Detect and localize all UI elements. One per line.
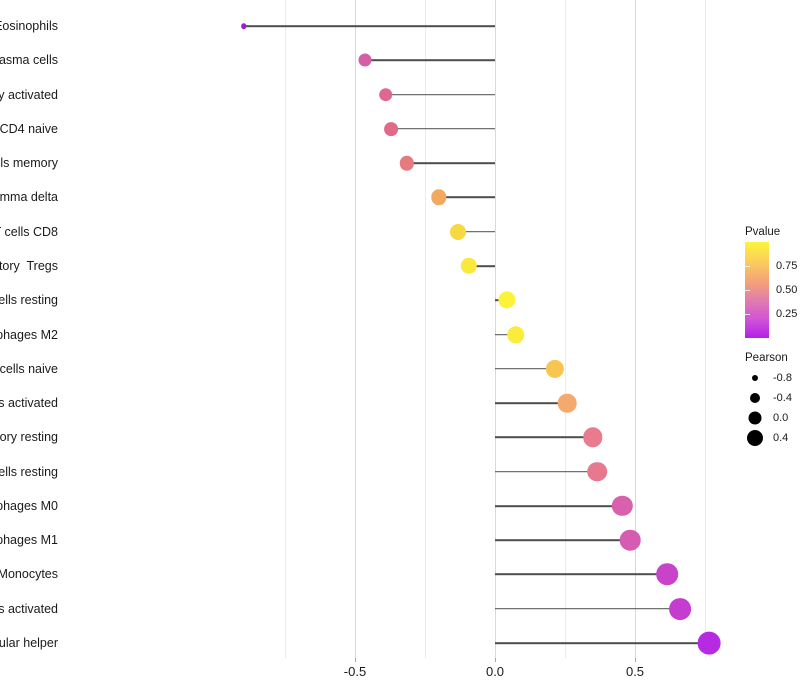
- lollipop-point[interactable]: [557, 393, 577, 413]
- lollipop-point[interactable]: [587, 461, 607, 482]
- pvalue-tick-mark: [745, 290, 750, 291]
- lollipop-point[interactable]: [460, 257, 478, 275]
- lollipop-stem: [243, 25, 495, 27]
- category-label: Macrophages M1: [0, 532, 58, 547]
- lollipop-point[interactable]: [619, 529, 641, 551]
- pearson-legend: Pearson -0.8 -0.4 0.0 0.4: [745, 352, 792, 448]
- category-label: T cells CD4 memory resting: [0, 430, 58, 445]
- category-label: Macrophages M2: [0, 327, 58, 342]
- lollipop-point[interactable]: [450, 223, 467, 240]
- lollipop-stem: [385, 93, 495, 96]
- lollipop-stem: [365, 59, 495, 62]
- lollipop-stem: [495, 607, 681, 610]
- lollipop-stem: [495, 470, 597, 473]
- lollipop-point[interactable]: [611, 495, 633, 517]
- pvalue-tick-mark: [745, 314, 750, 315]
- pearson-legend-dot: [750, 393, 760, 403]
- plot-area: [250, 0, 730, 660]
- lollipop-point[interactable]: [507, 325, 525, 344]
- lollipop-stem: [495, 368, 555, 370]
- gridline-major: [495, 0, 496, 658]
- lollipop-stem: [468, 265, 495, 267]
- lollipop-stem: [495, 505, 623, 507]
- lollipop-point[interactable]: [583, 427, 603, 448]
- x-tick-label: 0.0: [485, 664, 505, 679]
- category-label: B cells naive: [0, 361, 58, 376]
- lollipop-point[interactable]: [384, 121, 399, 136]
- pearson-legend-item: 0.0: [745, 408, 788, 428]
- pvalue-colorbar: 0.75 0.50 0.25: [745, 242, 797, 338]
- pearson-legend-dot: [747, 430, 763, 446]
- lollipop-stem: [391, 128, 495, 130]
- pvalue-tick-mark: [745, 266, 750, 267]
- lollipop-stem: [495, 642, 709, 644]
- lollipop-point[interactable]: [697, 631, 721, 655]
- gridline-minor: [705, 0, 706, 658]
- category-label: Monocytes: [0, 567, 58, 582]
- category-label: Plasma cells: [0, 53, 58, 68]
- lollipop-point[interactable]: [669, 597, 691, 620]
- pearson-legend-dot: [752, 375, 758, 381]
- lollipop-point[interactable]: [399, 155, 415, 171]
- x-tick-mark: [635, 658, 636, 662]
- gridline-minor: [425, 0, 426, 658]
- lollipop-stem: [495, 436, 593, 439]
- pearson-legend-dot: [748, 411, 762, 425]
- pearson-legend-item: -0.4: [745, 388, 792, 408]
- pvalue-tick-label: 0.75: [776, 260, 798, 272]
- lollipop-point[interactable]: [656, 563, 678, 586]
- lollipop-stem: [407, 162, 495, 164]
- category-label: T cells CD8: [0, 224, 58, 239]
- pvalue-tick-label: 0.50: [776, 284, 798, 296]
- pearson-legend-label: 0.4: [773, 432, 789, 444]
- category-label: T cells follicular helper: [0, 635, 58, 650]
- category-label: B cells memory: [0, 155, 58, 170]
- lollipop-stem: [495, 573, 667, 576]
- pearson-legend-item: -0.8: [745, 368, 792, 388]
- category-label: T cells CD4 naive: [0, 121, 58, 136]
- pearson-legend-title: Pearson: [745, 352, 788, 364]
- x-tick-label: -0.5: [343, 664, 367, 679]
- category-label: Eosinophils: [0, 18, 58, 33]
- lollipop-point[interactable]: [498, 291, 516, 309]
- category-label: NK cells activated: [0, 601, 58, 616]
- x-tick-label: 0.5: [625, 664, 645, 679]
- category-label: T cells regulatory Tregs: [0, 258, 58, 273]
- gridline-minor: [565, 0, 566, 658]
- x-tick-mark: [355, 658, 356, 662]
- lollipop-stem: [458, 230, 495, 233]
- lollipop-stem: [495, 333, 516, 336]
- pvalue-legend-title: Pvalue: [745, 226, 781, 238]
- gridline-major: [635, 0, 636, 658]
- lollipop-point[interactable]: [545, 359, 564, 378]
- pvalue-legend: Pvalue 0.75 0.50 0.25: [745, 226, 797, 338]
- x-tick-mark: [495, 658, 496, 662]
- pearson-legend-item: 0.4: [745, 428, 788, 448]
- lollipop-stem: [495, 539, 630, 541]
- category-label: T cells gamma delta: [0, 190, 58, 205]
- lollipop-point[interactable]: [431, 189, 447, 206]
- lollipop-point[interactable]: [379, 87, 393, 102]
- category-label: Dendritic cells activated: [0, 395, 58, 410]
- category-label: T cells CD4 memory activated: [0, 87, 58, 102]
- category-label: Mast cells resting: [0, 292, 58, 307]
- pearson-legend-label: -0.4: [773, 392, 792, 404]
- pvalue-tick-label: 0.25: [776, 308, 798, 320]
- category-label: Macrophages M0: [0, 498, 58, 513]
- lollipop-point[interactable]: [241, 23, 247, 29]
- gridline-major: [355, 0, 356, 658]
- lollipop-stem: [439, 196, 495, 199]
- gridline-minor: [285, 0, 286, 658]
- pearson-legend-label: 0.0: [773, 412, 789, 424]
- pearson-legend-label: -0.8: [773, 372, 792, 384]
- lollipop-stem: [495, 402, 567, 404]
- category-label: Dendritic cells resting: [0, 464, 58, 479]
- lollipop-point[interactable]: [358, 53, 372, 67]
